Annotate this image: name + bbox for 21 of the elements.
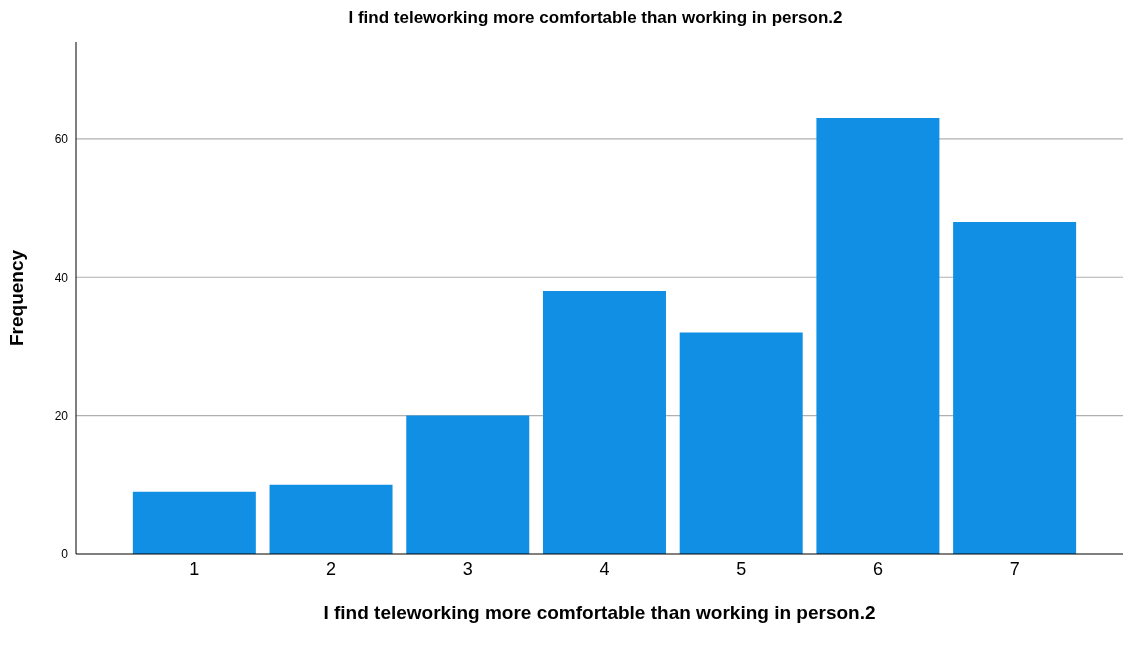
x-tick-label: 1 <box>189 558 200 579</box>
x-tick-label: 7 <box>1009 558 1020 579</box>
bar <box>406 415 530 554</box>
x-tick-label: 5 <box>736 558 747 579</box>
y-tick-label: 60 <box>54 132 69 147</box>
x-tick-label: 3 <box>462 558 473 579</box>
y-tick-label: 0 <box>61 547 69 562</box>
bar <box>542 291 666 554</box>
bar <box>816 118 940 554</box>
chart-title: I find teleworking more comfortable than working in person.2 <box>347 8 844 29</box>
x-tick-label: 4 <box>599 558 610 579</box>
bar <box>679 332 803 554</box>
x-tick-label: 2 <box>326 558 337 579</box>
bar <box>269 484 393 554</box>
x-tick-label: 6 <box>872 558 883 579</box>
y-axis-title: Frequency <box>5 249 27 347</box>
bar <box>953 221 1077 554</box>
bar <box>132 491 256 554</box>
x-axis-title: I find teleworking more comfortable than working in person.2 <box>322 602 877 624</box>
y-tick-label: 40 <box>54 270 69 285</box>
y-tick-label: 20 <box>54 408 69 423</box>
